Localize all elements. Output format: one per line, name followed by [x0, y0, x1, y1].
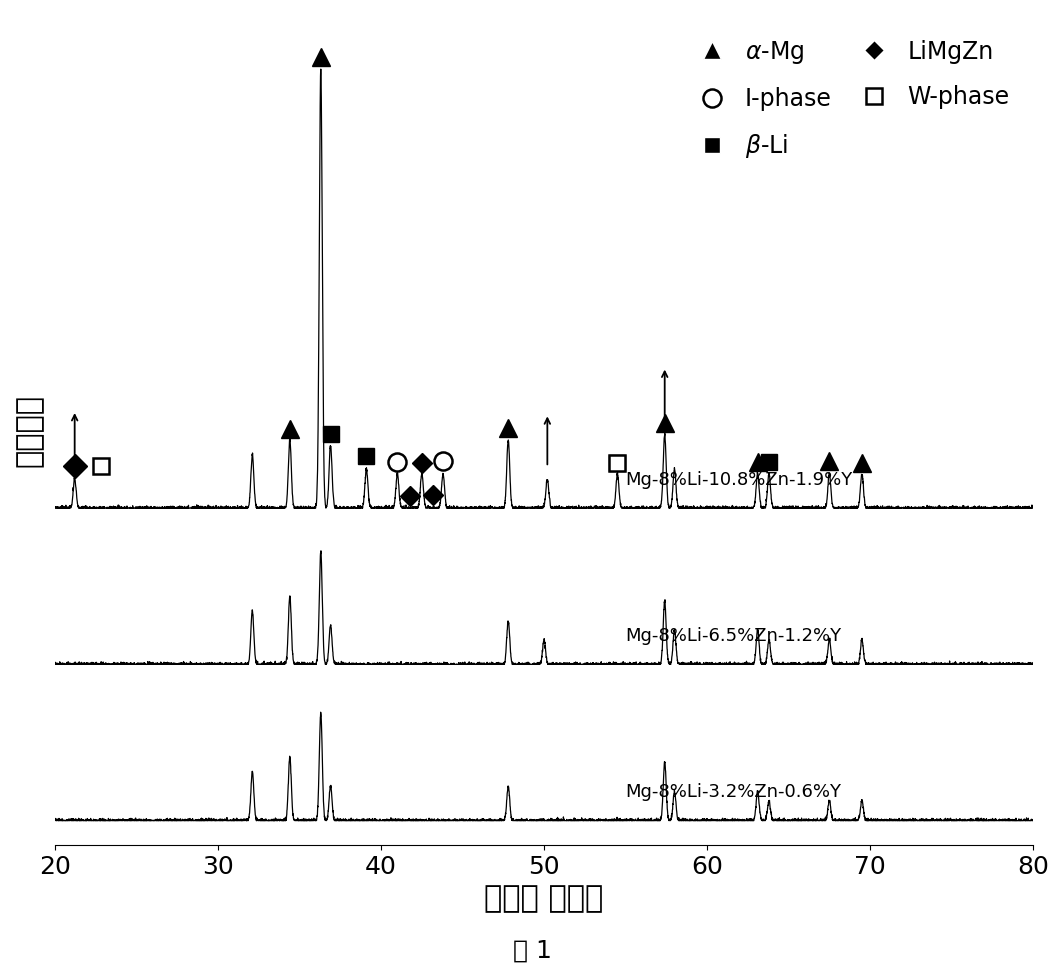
Text: 图 1: 图 1 — [513, 938, 551, 962]
Text: Mg-8%Li-10.8%Zn-1.9%Y: Mg-8%Li-10.8%Zn-1.9%Y — [626, 471, 853, 488]
Y-axis label: 衍射强度: 衍射强度 — [15, 394, 44, 466]
Text: Mg-8%Li-3.2%Zn-0.6%Y: Mg-8%Li-3.2%Zn-0.6%Y — [626, 783, 842, 801]
Text: Mg-8%Li-6.5%Zn-1.2%Y: Mg-8%Li-6.5%Zn-1.2%Y — [626, 627, 842, 645]
Legend: $\alpha$-Mg, I-phase, $\beta$-Li, LiMgZn, W-phase: $\alpha$-Mg, I-phase, $\beta$-Li, LiMgZn… — [677, 27, 1021, 172]
X-axis label: 衍射角 （度）: 衍射角 （度） — [484, 884, 603, 913]
